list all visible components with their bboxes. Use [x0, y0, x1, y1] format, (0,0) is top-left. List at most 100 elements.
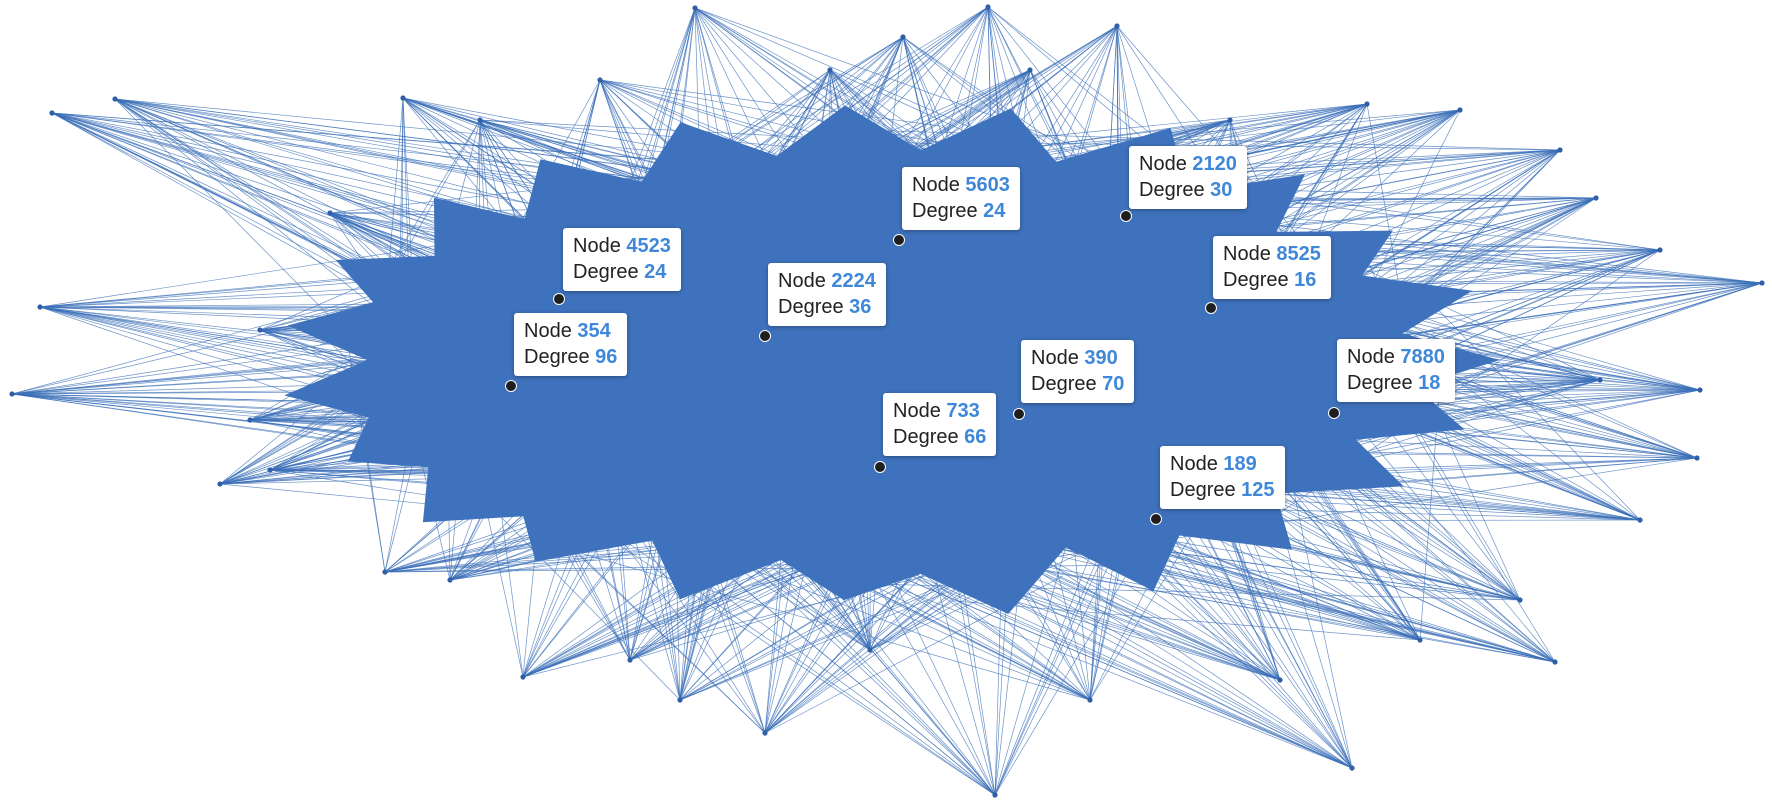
node-id: 390	[1084, 347, 1117, 369]
node-marker-8525[interactable]	[1205, 302, 1217, 314]
node-word: Node	[1347, 346, 1395, 368]
node-marker-7880[interactable]	[1328, 407, 1340, 419]
degree-word: Degree	[893, 426, 959, 448]
degree-word: Degree	[778, 296, 844, 318]
graph-node	[1364, 101, 1369, 106]
node-label-8525[interactable]: Node 8525 Degree 16	[1213, 236, 1331, 299]
node-id: 7880	[1400, 346, 1445, 368]
graph-node	[1597, 377, 1602, 382]
node-label-733[interactable]: Node 733 Degree 66	[883, 393, 996, 456]
node-marker-733[interactable]	[874, 461, 886, 473]
node-degree: 30	[1210, 179, 1232, 201]
node-degree: 24	[644, 261, 666, 283]
graph-node	[992, 792, 997, 797]
graph-node	[1657, 247, 1662, 252]
node-degree: 70	[1102, 373, 1124, 395]
graph-node	[985, 4, 990, 9]
graph-node	[1227, 117, 1232, 122]
graph-node	[1027, 67, 1032, 72]
node-word: Node	[912, 174, 960, 196]
graph-node	[447, 577, 452, 582]
graph-node	[1517, 597, 1522, 602]
node-label-2120[interactable]: Node 2120 Degree 30	[1129, 146, 1247, 209]
node-marker-189[interactable]	[1150, 513, 1162, 525]
degree-word: Degree	[912, 200, 978, 222]
graph-node	[267, 467, 272, 472]
node-marker-2120[interactable]	[1120, 210, 1132, 222]
node-degree: 125	[1241, 479, 1274, 501]
node-word: Node	[1170, 453, 1218, 475]
graph-node	[1087, 697, 1092, 702]
node-marker-5603[interactable]	[893, 234, 905, 246]
node-label-2224[interactable]: Node 2224 Degree 36	[768, 263, 886, 326]
graph-node	[217, 481, 222, 486]
node-id: 8525	[1276, 243, 1321, 265]
graph-edge	[959, 26, 1117, 138]
node-word: Node	[1139, 153, 1187, 175]
node-marker-2224[interactable]	[759, 330, 771, 342]
graph-node	[1114, 23, 1119, 28]
graph-node	[1457, 107, 1462, 112]
node-degree: 36	[849, 296, 871, 318]
graph-node	[597, 77, 602, 82]
graph-node	[867, 647, 872, 652]
graph-node	[1552, 659, 1557, 664]
node-marker-4523[interactable]	[553, 293, 565, 305]
node-degree: 16	[1294, 269, 1316, 291]
graph-edge	[1433, 304, 1640, 520]
degree-word: Degree	[1347, 372, 1413, 394]
node-id: 733	[946, 400, 979, 422]
graph-node	[400, 95, 405, 100]
node-label-189[interactable]: Node 189 Degree 125	[1160, 446, 1285, 509]
node-id: 5603	[965, 174, 1010, 196]
graph-node	[1349, 765, 1354, 770]
degree-word: Degree	[573, 261, 639, 283]
node-word: Node	[778, 270, 826, 292]
node-marker-390[interactable]	[1013, 408, 1025, 420]
node-id: 2224	[831, 270, 876, 292]
graph-node	[627, 657, 632, 662]
node-word: Node	[524, 320, 572, 342]
degree-word: Degree	[1031, 373, 1097, 395]
graph-node	[900, 34, 905, 39]
node-degree: 24	[983, 200, 1005, 222]
node-degree: 96	[595, 346, 617, 368]
node-word: Node	[573, 235, 621, 257]
degree-word: Degree	[1223, 269, 1289, 291]
node-word: Node	[1031, 347, 1079, 369]
node-label-5603[interactable]: Node 5603 Degree 24	[902, 167, 1020, 230]
node-word: Node	[893, 400, 941, 422]
graph-node	[327, 210, 332, 215]
graph-node	[247, 417, 252, 422]
graph-node	[692, 5, 697, 10]
graph-node	[1277, 677, 1282, 682]
graph-node	[677, 697, 682, 702]
node-label-354[interactable]: Node 354 Degree 96	[514, 313, 627, 376]
graph-node	[477, 117, 482, 122]
node-id: 4523	[626, 235, 671, 257]
node-label-390[interactable]: Node 390 Degree 70	[1021, 340, 1134, 403]
node-label-7880[interactable]: Node 7880 Degree 18	[1337, 339, 1455, 402]
degree-word: Degree	[1139, 179, 1205, 201]
node-word: Node	[1223, 243, 1271, 265]
graph-node	[762, 730, 767, 735]
graph-node	[1593, 195, 1598, 200]
graph-node	[49, 110, 54, 115]
graph-edge	[956, 601, 1420, 640]
graph-node	[112, 96, 117, 101]
graph-node	[1637, 517, 1642, 522]
graph-node	[1759, 280, 1764, 285]
node-id: 354	[577, 320, 610, 342]
graph-node	[9, 391, 14, 396]
node-degree: 66	[964, 426, 986, 448]
node-id: 2120	[1192, 153, 1237, 175]
graph-node	[520, 674, 525, 679]
node-label-4523[interactable]: Node 4523 Degree 24	[563, 228, 681, 291]
node-id: 189	[1223, 453, 1256, 475]
degree-word: Degree	[1170, 479, 1236, 501]
node-degree: 18	[1418, 372, 1440, 394]
graph-node	[827, 67, 832, 72]
graph-node	[1557, 147, 1562, 152]
node-marker-354[interactable]	[505, 380, 517, 392]
graph-node	[1694, 455, 1699, 460]
